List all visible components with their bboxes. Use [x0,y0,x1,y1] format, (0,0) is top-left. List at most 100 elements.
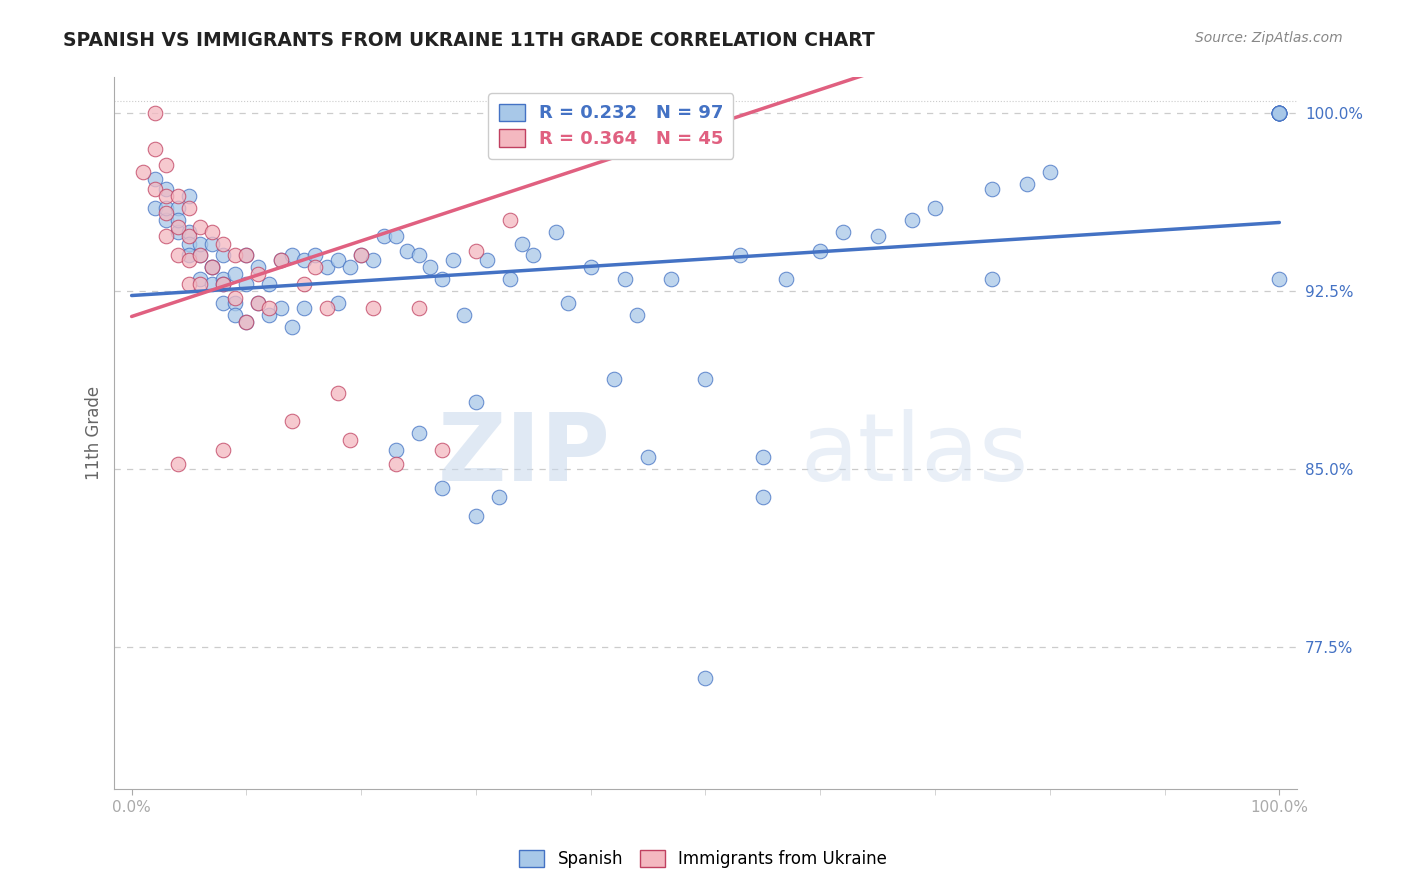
Point [143,201,166,215]
Point [339,260,361,275]
Point [832,225,855,239]
Point [177,201,200,215]
Point [224,308,246,322]
Point [155,229,177,244]
Point [292,253,315,268]
Point [190,272,212,286]
Text: SPANISH VS IMMIGRANTS FROM UKRAINE 11TH GRADE CORRELATION CHART: SPANISH VS IMMIGRANTS FROM UKRAINE 11TH … [63,31,875,50]
Point [339,434,361,448]
Point [637,450,659,464]
Point [177,225,200,239]
Point [224,291,246,305]
Point [259,301,281,315]
Point [1268,106,1291,120]
Point [384,457,406,471]
Point [201,236,224,251]
Point [281,319,304,334]
Point [981,272,1004,286]
Point [201,277,224,291]
Point [190,277,212,291]
Point [866,229,889,244]
Point [328,386,350,401]
Legend: R = 0.232   N = 97, R = 0.364   N = 45: R = 0.232 N = 97, R = 0.364 N = 45 [488,94,734,159]
Point [270,253,292,268]
Point [430,481,453,495]
Point [1268,106,1291,120]
Point [328,253,350,268]
Point [235,277,257,291]
Point [212,442,235,457]
Point [190,248,212,262]
Point [190,236,212,251]
Point [477,253,499,268]
Point [488,491,510,505]
Point [155,158,177,172]
Point [190,219,212,234]
Point [246,260,269,275]
Point [1268,106,1291,120]
Point [177,236,200,251]
Point [201,260,224,275]
Point [177,248,200,262]
Point [1268,272,1291,286]
Point [224,268,246,282]
Point [166,248,188,262]
Point [808,244,831,258]
Point [166,212,188,227]
Point [177,277,200,291]
Point [259,308,281,322]
Point [924,201,946,215]
Point [430,272,453,286]
Point [155,201,177,215]
Point [304,260,326,275]
Point [430,442,453,457]
Text: Source: ZipAtlas.com: Source: ZipAtlas.com [1195,31,1343,45]
Point [166,225,188,239]
Point [557,295,579,310]
Point [522,248,544,262]
Point [246,295,269,310]
Point [499,212,522,227]
Point [626,308,648,322]
Point [384,442,406,457]
Point [143,142,166,156]
Point [224,295,246,310]
Point [396,244,419,258]
Point [246,295,269,310]
Point [499,272,522,286]
Point [602,372,624,386]
Point [728,248,751,262]
Point [659,272,682,286]
Point [177,253,200,268]
Text: atlas: atlas [800,409,1028,500]
Point [155,189,177,203]
Point [304,248,326,262]
Point [201,225,224,239]
Point [752,450,775,464]
Point [752,491,775,505]
Point [373,229,395,244]
Point [212,248,235,262]
Point [408,248,430,262]
Point [350,248,373,262]
Point [1268,106,1291,120]
Point [235,315,257,329]
Point [246,268,269,282]
Point [361,301,384,315]
Point [361,253,384,268]
Point [235,315,257,329]
Point [453,308,475,322]
Point [315,301,337,315]
Point [155,212,177,227]
Point [1268,106,1291,120]
Point [465,509,488,524]
Point [901,212,924,227]
Point [212,236,235,251]
Point [1039,165,1062,179]
Point [614,272,637,286]
Point [224,248,246,262]
Point [270,253,292,268]
Point [1268,106,1291,120]
Point [166,457,188,471]
Point [201,260,224,275]
